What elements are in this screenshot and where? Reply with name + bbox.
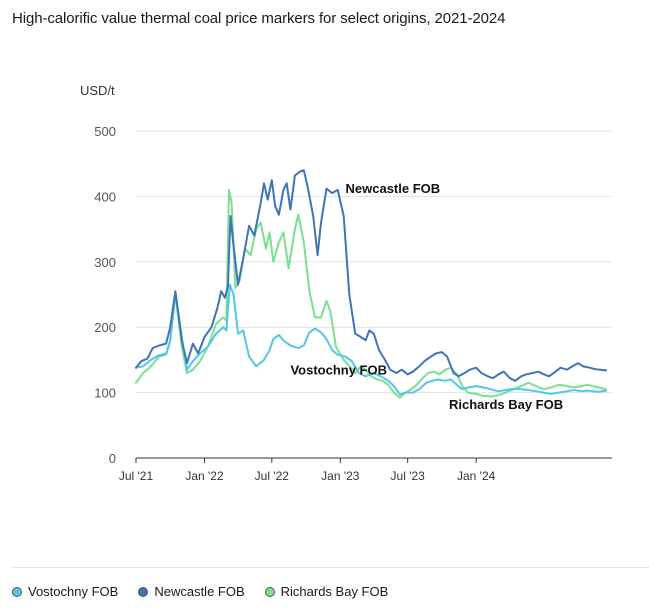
x-tick-label-0: Jul '21 [119, 469, 154, 483]
legend-item-richards-bay[interactable]: Richards Bay FOB [264, 584, 389, 599]
legend-divider [12, 567, 649, 568]
y-tick-0: 0 [109, 451, 116, 466]
x-tick-labels: Jul '21 Jan '22 Jul '22 Jan '23 Jul '23 Jan '… [119, 458, 496, 483]
chart-title: High-calorific value thermal coal price … [12, 10, 506, 27]
legend-swatch-vostochny [12, 586, 22, 597]
series-line-vostochny-fob [135, 283, 607, 396]
x-tick-label-5: Jan '24 [457, 469, 496, 483]
y-axis-label: USD/t [80, 83, 115, 98]
y-tick-200: 200 [94, 320, 116, 335]
annotations: Newcastle FOB Vostochny FOB Richards Bay F… [290, 181, 563, 412]
legend-swatch-newcastle [138, 586, 149, 597]
y-tick-100: 100 [94, 386, 116, 401]
x-tick-label-4: Jul '23 [391, 469, 426, 483]
legend: Vostochny FOB Newcastle FOB Richards Bay… [12, 584, 388, 599]
annotation-2: Richards Bay FOB [449, 397, 563, 412]
annotation-0: Newcastle FOB [346, 181, 441, 196]
legend-item-newcastle[interactable]: Newcastle FOB [138, 584, 245, 599]
x-tick-label-1: Jan '22 [185, 469, 224, 483]
y-tick-400: 400 [94, 189, 116, 204]
y-tick-labels: 0 100 200 300 400 500 [94, 124, 116, 466]
gridlines [136, 130, 612, 459]
annotation-1: Vostochny FOB [290, 362, 387, 377]
x-tick-label-3: Jan '23 [321, 469, 360, 483]
series-lines [135, 169, 607, 399]
y-tick-500: 500 [94, 124, 116, 139]
legend-label-richards-bay: Richards Bay FOB [280, 584, 389, 599]
legend-item-vostochny[interactable]: Vostochny FOB [12, 584, 118, 599]
y-tick-300: 300 [94, 255, 116, 270]
series-line-newcastle-fob [135, 169, 607, 382]
legend-swatch-richards-bay [264, 586, 275, 597]
legend-label-newcastle: Newcastle FOB [154, 584, 245, 599]
legend-label-vostochny: Vostochny FOB [28, 584, 119, 599]
x-tick-label-2: Jul '22 [255, 469, 290, 483]
